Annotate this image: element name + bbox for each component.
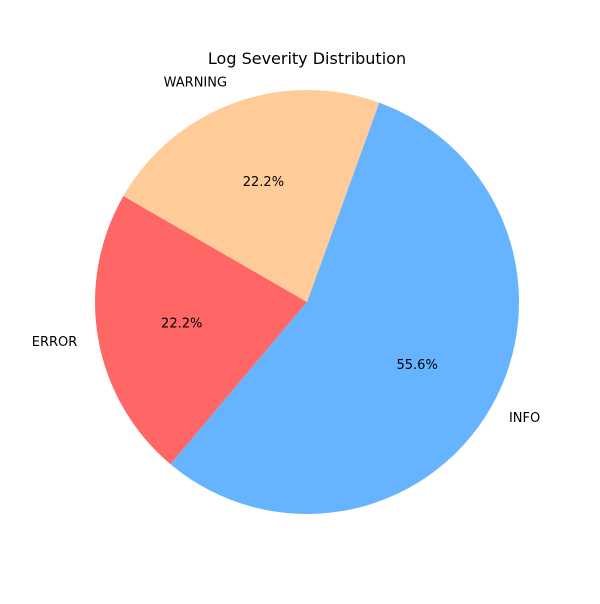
slice-pct-error: 22.2% — [161, 317, 202, 332]
slice-label-info: INFO — [509, 411, 540, 426]
chart-title: Log Severity Distribution — [208, 49, 406, 68]
slice-label-error: ERROR — [32, 335, 78, 350]
slice-pct-info: 55.6% — [397, 358, 438, 373]
pie-slice-info — [170, 102, 519, 514]
pie-slice-warning — [123, 90, 380, 303]
slice-pct-warning: 22.2% — [243, 175, 284, 190]
pie-slice-error — [94, 196, 308, 465]
slice-label-warning: WARNING — [164, 75, 227, 90]
slices-layer — [94, 90, 519, 514]
labels-layer: ERROR 22.2% INFO 55.6% WARNING 22.2% — [32, 75, 540, 426]
